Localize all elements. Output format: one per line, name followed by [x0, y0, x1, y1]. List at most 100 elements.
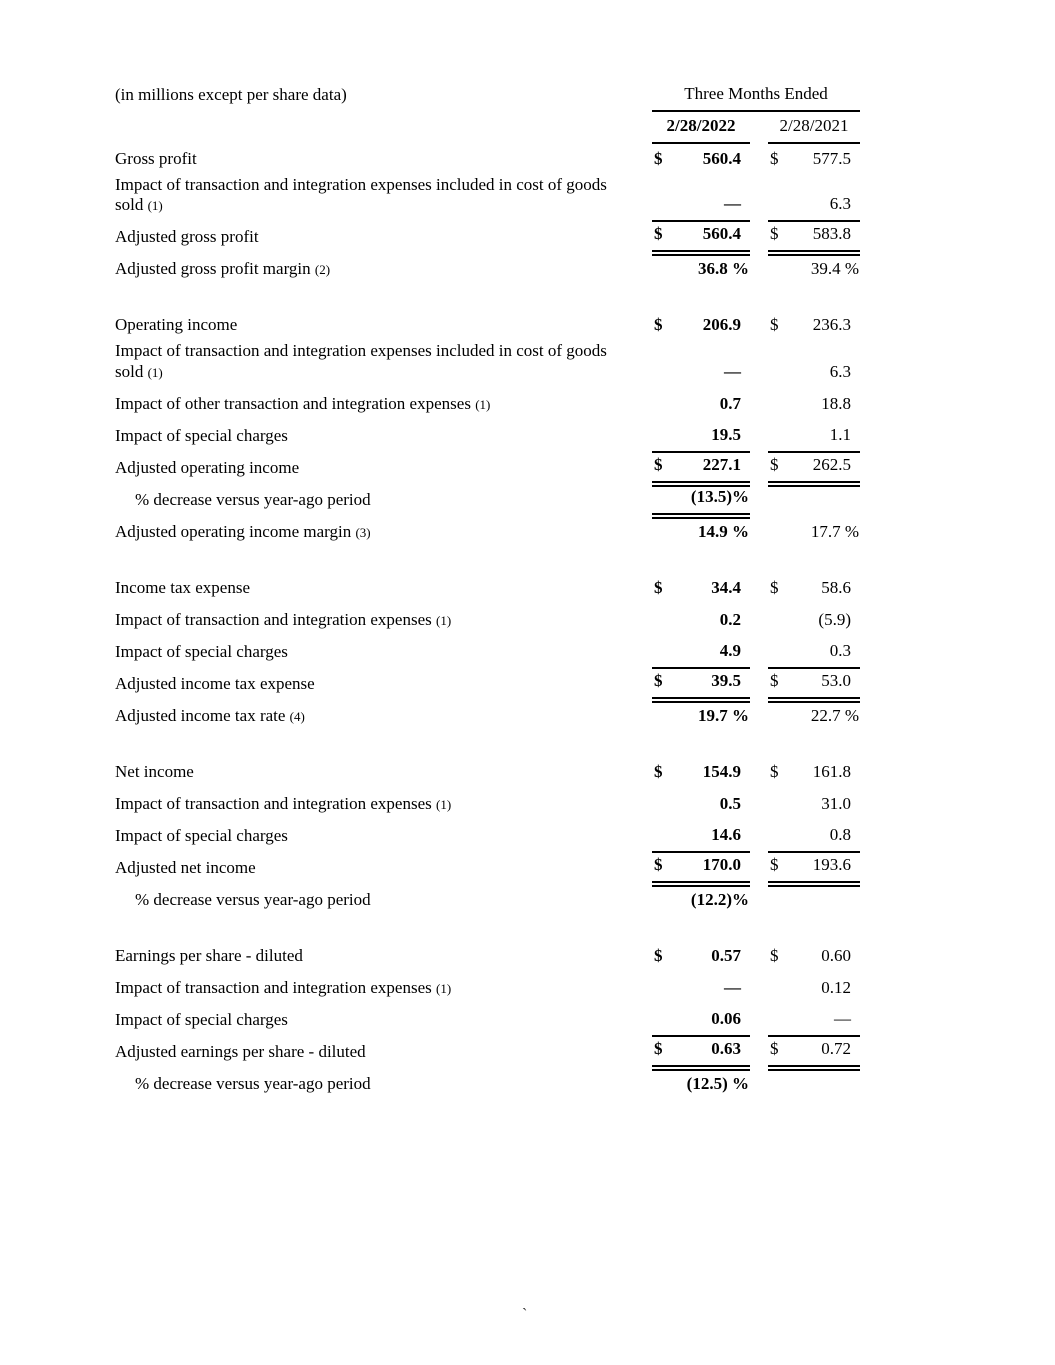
value-wrap: —: [652, 194, 750, 215]
row-label: % decrease versus year-ago period: [135, 489, 371, 509]
currency-symbol: $: [654, 670, 663, 690]
currency-symbol: $: [770, 761, 779, 781]
value-wrap: $583.8: [768, 224, 860, 245]
value-wrap: 19.7 %: [652, 706, 750, 727]
currency-symbol: $: [654, 149, 663, 168]
table-row: Impact of special charges 4.9 0.3: [115, 635, 860, 669]
value-text: 161.8: [812, 761, 851, 781]
row-label-cell: % decrease versus year-ago period: [115, 484, 652, 516]
value-wrap: 6.3: [768, 362, 860, 383]
table-row: Impact of transaction and integration ex…: [115, 604, 860, 636]
currency-symbol: $: [770, 454, 779, 474]
value-cell: 0.06: [652, 1003, 750, 1037]
value-wrap: 14.9 %: [652, 522, 750, 543]
value-cell: (12.2)%: [652, 884, 750, 916]
column-gap: [750, 972, 768, 1004]
value-text: (12.2)%: [690, 889, 749, 909]
column-gap: [750, 636, 768, 668]
row-label: Adjusted income tax expense: [115, 673, 315, 693]
row-label-cell: Impact of transaction and integration ex…: [115, 788, 652, 820]
table-row: Adjusted operating income $227.1 $262.5: [115, 451, 860, 487]
spacer-cell: [115, 285, 860, 309]
value-cell: 1.1: [768, 419, 860, 453]
row-label: Impact of transaction and integration ex…: [115, 609, 432, 629]
value-cell: $206.9: [652, 309, 750, 341]
value-wrap: $170.0: [652, 855, 750, 876]
column-gap: [750, 700, 768, 732]
value-text: 560.4: [702, 224, 741, 244]
column-gap: [750, 253, 768, 285]
value-wrap: 36.8 %: [652, 259, 750, 280]
column-gap: [750, 1068, 768, 1100]
row-label: Adjusted gross profit margin: [115, 259, 311, 279]
value-wrap: $262.5: [768, 455, 860, 476]
column-gap: [750, 516, 768, 548]
spacer-cell: [115, 548, 860, 572]
column-gap: [750, 309, 768, 341]
value-wrap: $0.72: [768, 1039, 860, 1060]
value-wrap: $206.9: [652, 315, 750, 336]
row-label-cell: % decrease versus year-ago period: [115, 884, 652, 916]
currency-symbol: $: [654, 945, 663, 965]
column-gap: [750, 420, 768, 452]
value-cell: 6.3: [768, 341, 860, 387]
table-row: Gross profit $560.4 $577.5: [115, 143, 860, 175]
value-text: 206.9: [702, 315, 741, 335]
value-text: 0.3: [829, 640, 851, 660]
section-spacer: [115, 285, 860, 309]
column-gap: [750, 852, 768, 884]
date-header-row: 2/28/2022 2/28/2021: [115, 110, 860, 144]
value-text: (13.5)%: [690, 486, 749, 506]
value-cell: $154.9: [652, 756, 750, 788]
row-label: Impact of special charges: [115, 425, 288, 445]
row-label: Net income: [115, 761, 194, 781]
column-gap: [750, 175, 768, 221]
row-label: Impact of special charges: [115, 1009, 288, 1029]
value-cell: $583.8: [768, 221, 860, 257]
value-wrap: —: [768, 1009, 860, 1030]
value-cell: 0.2: [652, 604, 750, 636]
value-wrap: 31.0: [768, 794, 860, 815]
value-text: 34.4: [711, 577, 741, 597]
value-wrap: 0.8: [768, 825, 860, 846]
value-text: 227.1: [702, 454, 741, 474]
footnote-marker: (1): [436, 980, 452, 996]
value-cell: 0.5: [652, 788, 750, 820]
value-text: 0.7: [719, 393, 741, 413]
row-label: Operating income: [115, 315, 238, 335]
column-gap: [750, 1036, 768, 1068]
row-label: Impact of other transaction and integrat…: [115, 393, 471, 413]
spacer-cell: [115, 916, 860, 940]
column-gap: [750, 604, 768, 636]
value-wrap: 0.7: [652, 394, 750, 415]
column-gap: [750, 143, 768, 175]
row-label-cell: Impact of special charges: [115, 420, 652, 452]
table-row: Income tax expense $34.4 $58.6: [115, 572, 860, 604]
value-text: (5.9): [818, 609, 851, 629]
row-label-cell: Adjusted gross profit margin (2): [115, 253, 652, 285]
value-cell: 4.9: [652, 635, 750, 669]
value-wrap: 19.5: [652, 425, 750, 446]
row-label: Impact of transaction and integration ex…: [115, 341, 607, 381]
value-cell: —: [652, 972, 750, 1004]
table-row: Operating income $206.9 $236.3: [115, 309, 860, 341]
value-wrap: $236.3: [768, 315, 860, 336]
value-cell: $0.63: [652, 1035, 750, 1071]
column-gap: [750, 452, 768, 484]
footnote-marker: (3): [355, 524, 371, 540]
value-cell: $0.57: [652, 940, 750, 972]
value-text: 583.8: [812, 224, 851, 244]
row-label-cell: Impact of transaction and integration ex…: [115, 604, 652, 636]
value-wrap: 4.9: [652, 641, 750, 662]
value-wrap: $227.1: [652, 455, 750, 476]
section-spacer: [115, 916, 860, 940]
value-wrap: $154.9: [652, 762, 750, 783]
row-label: Impact of transaction and integration ex…: [115, 174, 607, 215]
value-wrap: —: [652, 978, 750, 999]
value-text: 58.6: [821, 577, 851, 597]
value-cell: $0.72: [768, 1035, 860, 1071]
value-wrap: 18.8: [768, 394, 860, 415]
value-cell: [768, 884, 860, 916]
value-text: 39.4 %: [810, 259, 859, 279]
column-gap: [750, 668, 768, 700]
